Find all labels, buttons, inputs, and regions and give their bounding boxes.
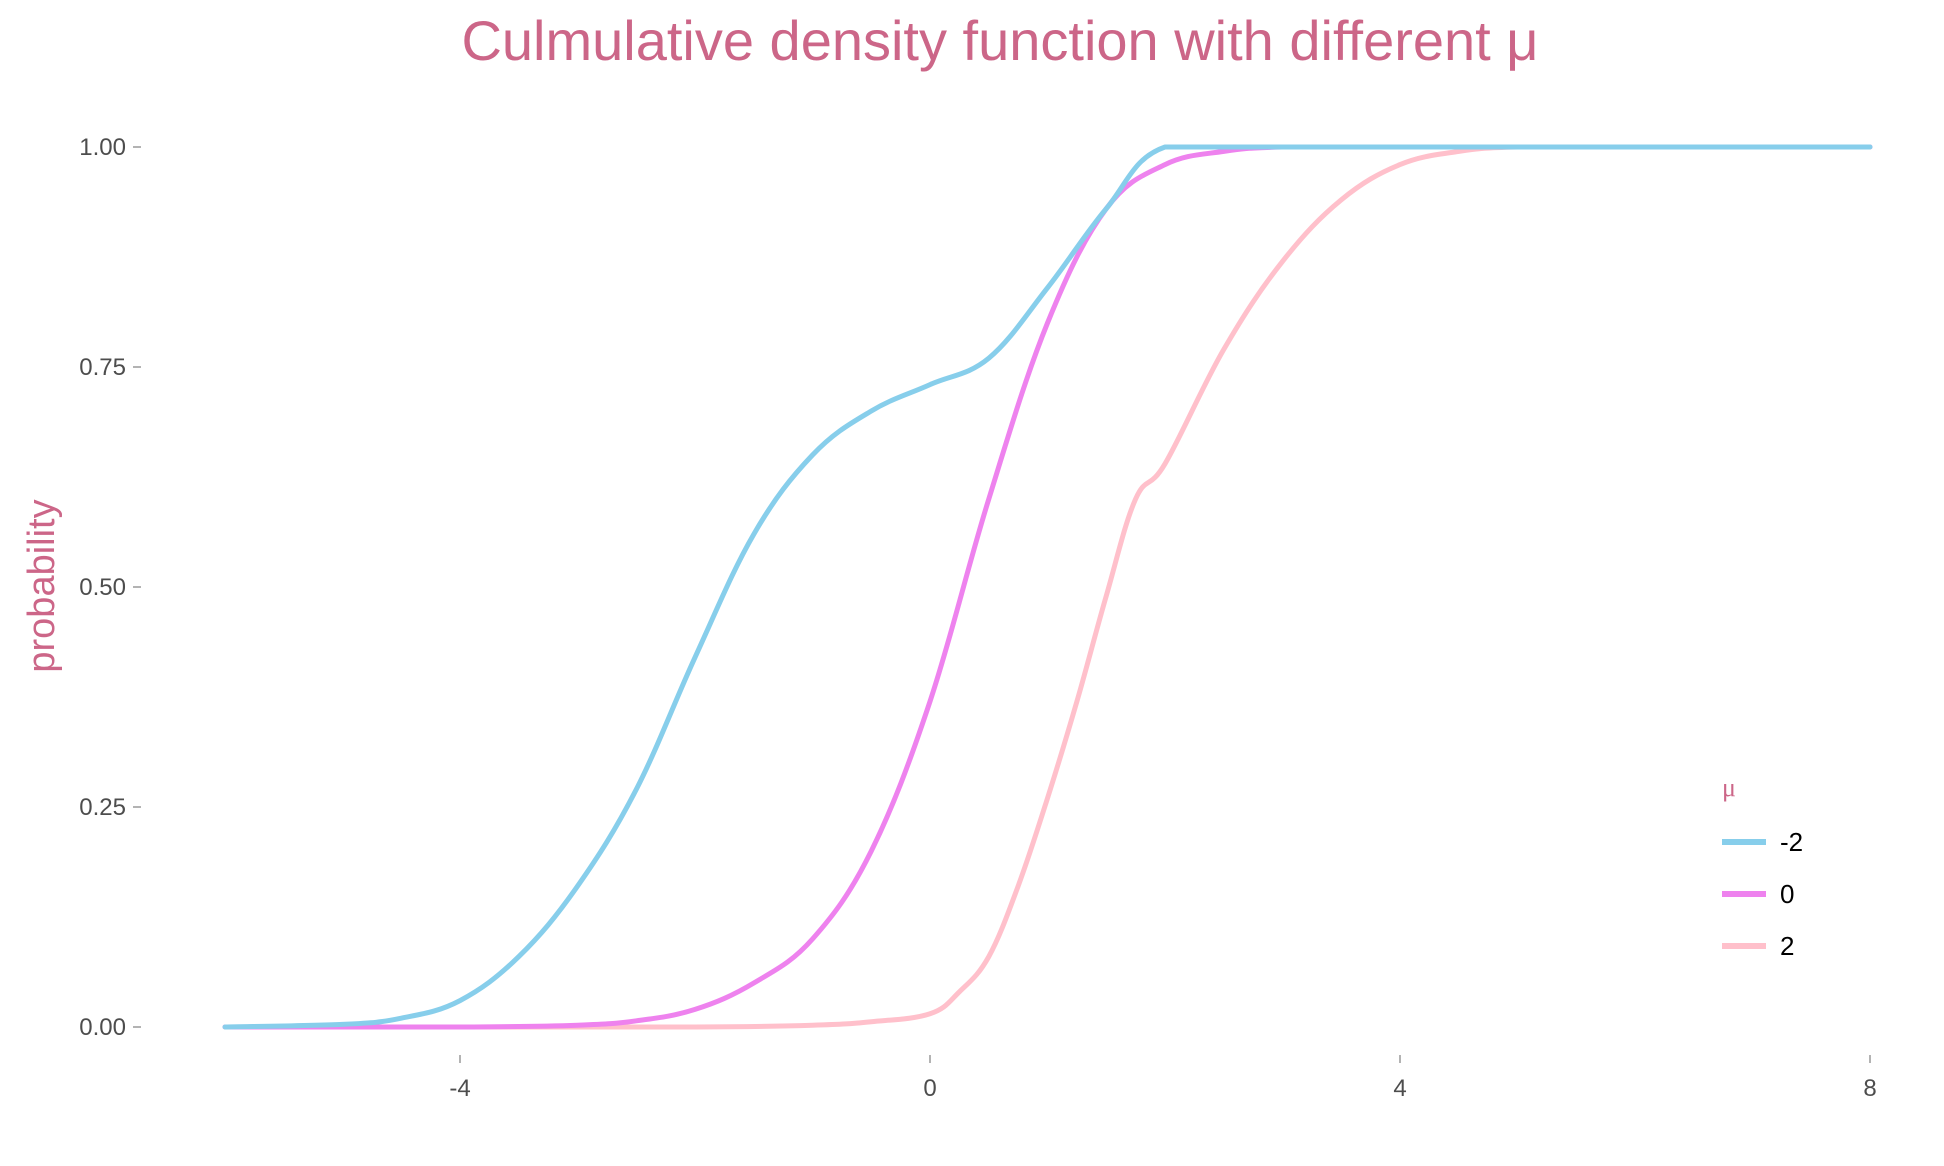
- x-tick-label: -4: [449, 1075, 470, 1102]
- legend: μ -2 0 2: [1722, 773, 1803, 961]
- y-tick-label: 0.75: [79, 354, 126, 381]
- y-axis: 0.00 0.25 0.50 0.75 1.00: [79, 134, 141, 1041]
- y-tick-label: 0.50: [79, 574, 126, 601]
- series-line-mu-neg2: [222, 144, 1873, 1030]
- series-line-mu-2: [222, 144, 1873, 1030]
- x-axis: -4 0 4 8: [449, 1055, 1877, 1102]
- x-tick-label: 8: [1863, 1075, 1876, 1102]
- legend-label: 0: [1780, 879, 1794, 909]
- y-axis-label: probability: [21, 499, 63, 672]
- series-layer: [222, 144, 1873, 1030]
- chart-title: Culmulative density function with differ…: [461, 9, 1538, 72]
- legend-label: -2: [1780, 827, 1803, 857]
- y-tick-label: 0.25: [79, 794, 126, 821]
- x-tick-label: 0: [923, 1075, 936, 1102]
- y-tick-label: 0.00: [79, 1014, 126, 1041]
- series-line-mu-0: [222, 144, 1873, 1030]
- x-tick-label: 4: [1393, 1075, 1406, 1102]
- y-tick-label: 1.00: [79, 134, 126, 161]
- legend-label: 2: [1780, 931, 1794, 961]
- legend-title: μ: [1722, 773, 1736, 802]
